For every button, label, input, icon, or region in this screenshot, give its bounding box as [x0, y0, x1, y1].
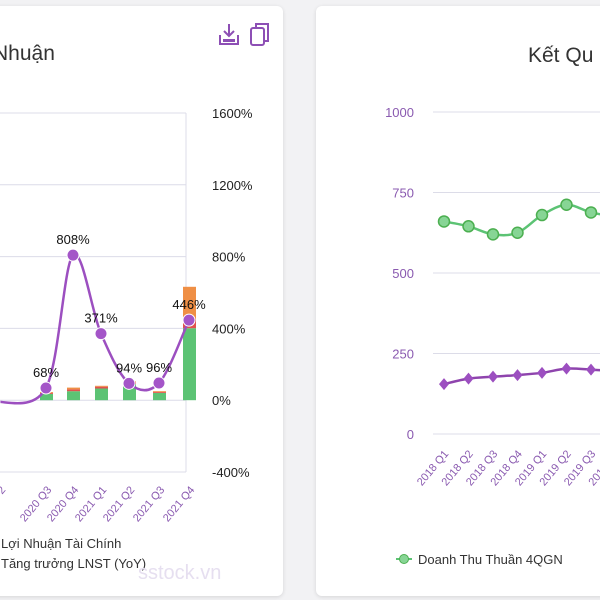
left-chart-card: Nhuận 1600% 1200% 800% 400% 0% -400% 68% 808% 37…	[0, 6, 283, 596]
y-tick-label: 0	[407, 427, 414, 442]
y2-tick-label: 1200%	[212, 178, 253, 193]
revenue-point	[535, 208, 549, 222]
revenue-point	[511, 226, 524, 239]
revenue-point	[486, 228, 500, 241]
growth-data-label: 68%	[33, 365, 59, 380]
y-tick-label: 750	[392, 186, 414, 201]
bar-segment-orange	[67, 387, 80, 390]
profit-growth-chart: 1600% 1200% 800% 400% 0% -400% 68% 808% 371% 94% 9…	[0, 106, 253, 524]
bar-segment-green	[153, 393, 166, 401]
growth-data-label: 371%	[84, 311, 118, 326]
right-chart-card: Kết Qu 1000 750 500 250 0 2018 Q1 2018 Q2 2018 …	[316, 6, 600, 596]
legend-label: Doanh Thu Thuần 4QGN	[418, 551, 563, 567]
y-tick-label: 1000	[385, 105, 414, 120]
growth-point	[39, 381, 53, 395]
bar-segment-orange	[95, 385, 108, 387]
revenue-point	[437, 215, 451, 228]
growth-data-label: 808%	[56, 232, 90, 247]
legend-item-financial-profit[interactable]: Lợi Nhuận Tài Chính	[0, 533, 146, 553]
growth-point	[66, 248, 80, 262]
right-chart-title: Kết Qu	[528, 44, 594, 67]
y2-tick-label: 400%	[212, 321, 246, 336]
y2-tick-label: 1600%	[212, 106, 253, 121]
y2-tick-label: -400%	[212, 465, 250, 480]
x-tick-label: 2021 Q4	[161, 484, 197, 524]
bar-segment-green	[95, 388, 108, 401]
copy-icon[interactable]	[248, 22, 272, 48]
bar-segment-red	[67, 389, 80, 392]
bar-segment-red	[95, 386, 108, 389]
growth-data-label: 96%	[146, 360, 172, 375]
left-chart-title: Nhuận	[0, 42, 55, 65]
legend-label: Lợi Nhuận Tài Chính	[1, 535, 122, 551]
revenue-point	[560, 198, 573, 211]
bar-segment-orange	[153, 391, 166, 393]
legend-item-growth[interactable]: Tăng trưởng LNST (YoY)	[0, 553, 146, 573]
secondary-point	[463, 372, 474, 385]
growth-data-label: 446%	[172, 297, 206, 312]
legend-item-net-revenue[interactable]: Doanh Thu Thuần 4QGN	[396, 549, 563, 569]
download-icon[interactable]	[217, 22, 241, 48]
secondary-point	[439, 378, 449, 391]
y-tick-label: 500	[392, 266, 414, 281]
x-tick-label: 2	[0, 484, 8, 496]
growth-point	[122, 376, 136, 390]
bar-segment-orange	[183, 286, 196, 320]
legend-marker-icon	[396, 553, 412, 565]
right-legend: Doanh Thu Thuần 4QGN	[396, 549, 563, 569]
revenue-point	[584, 206, 598, 219]
growth-point	[94, 327, 108, 341]
y2-tick-label: 800%	[212, 250, 246, 265]
growth-data-label: 94%	[116, 360, 142, 375]
bar-segment-green	[67, 391, 80, 401]
secondary-point	[512, 369, 523, 382]
bar-segment-green	[40, 393, 53, 401]
secondary-point	[488, 370, 498, 383]
secondary-point	[561, 362, 572, 375]
y2-tick-label: 0%	[212, 393, 231, 408]
bar-segment-green	[183, 328, 196, 401]
growth-point	[182, 313, 196, 327]
y-tick-label: 250	[392, 347, 414, 362]
revenue-point	[462, 220, 475, 233]
legend-label: Tăng trưởng LNST (YoY)	[1, 555, 147, 571]
growth-point	[152, 376, 166, 390]
bar-segment-red	[153, 392, 166, 393]
secondary-point	[586, 363, 596, 376]
secondary-point	[537, 366, 547, 379]
left-legend: Lợi Nhuận Tài Chính Tăng trưởng LNST (Yo…	[0, 533, 146, 573]
watermark: sstock.vn	[138, 562, 222, 584]
